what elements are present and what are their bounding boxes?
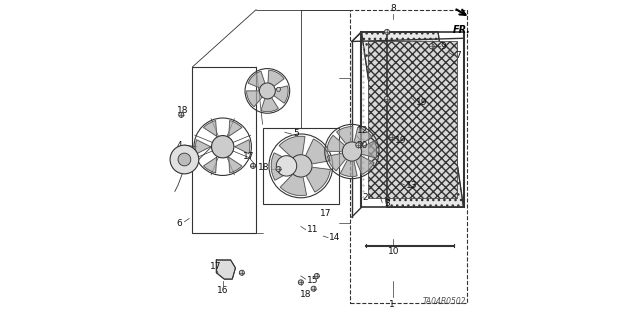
- Text: 11: 11: [307, 225, 318, 234]
- Circle shape: [178, 153, 191, 166]
- Circle shape: [311, 286, 316, 291]
- Text: 2: 2: [362, 193, 368, 202]
- Polygon shape: [216, 260, 236, 279]
- Circle shape: [314, 273, 319, 278]
- Polygon shape: [228, 157, 242, 173]
- Circle shape: [429, 44, 434, 49]
- Polygon shape: [276, 87, 281, 91]
- Polygon shape: [235, 140, 250, 154]
- Text: 4: 4: [177, 141, 182, 150]
- Text: 19: 19: [416, 98, 428, 107]
- Text: 17: 17: [210, 262, 221, 271]
- Polygon shape: [261, 98, 278, 112]
- Polygon shape: [368, 41, 457, 198]
- Bar: [262, 128, 339, 204]
- Circle shape: [276, 156, 297, 176]
- Polygon shape: [268, 70, 284, 86]
- Polygon shape: [337, 127, 353, 143]
- Text: 20: 20: [356, 141, 368, 150]
- Circle shape: [239, 270, 244, 275]
- Text: 18: 18: [177, 106, 189, 115]
- Circle shape: [385, 29, 390, 34]
- Text: 19: 19: [395, 136, 406, 145]
- Polygon shape: [327, 135, 344, 152]
- Circle shape: [212, 136, 234, 158]
- Circle shape: [250, 163, 255, 168]
- Circle shape: [389, 135, 394, 140]
- Polygon shape: [196, 140, 211, 154]
- Text: 8: 8: [390, 4, 396, 13]
- Text: 10: 10: [388, 247, 399, 256]
- Text: 6: 6: [177, 219, 182, 228]
- Text: 18: 18: [300, 290, 312, 299]
- Circle shape: [170, 145, 199, 174]
- Polygon shape: [275, 86, 288, 103]
- Polygon shape: [356, 156, 374, 174]
- Polygon shape: [340, 161, 357, 176]
- Polygon shape: [204, 157, 217, 173]
- Polygon shape: [246, 91, 262, 107]
- Text: 15: 15: [307, 276, 318, 285]
- Circle shape: [298, 280, 303, 285]
- Polygon shape: [306, 139, 330, 164]
- Text: 16: 16: [217, 286, 228, 295]
- Circle shape: [356, 143, 361, 148]
- Polygon shape: [355, 127, 372, 145]
- Circle shape: [179, 112, 184, 117]
- Text: 18: 18: [257, 163, 269, 172]
- Polygon shape: [228, 121, 242, 136]
- Polygon shape: [204, 121, 217, 136]
- Text: TA04B0502: TA04B0502: [423, 297, 467, 306]
- Polygon shape: [271, 153, 291, 180]
- Circle shape: [385, 96, 390, 101]
- Text: 7: 7: [455, 51, 461, 60]
- Polygon shape: [248, 71, 265, 88]
- Text: 13: 13: [406, 181, 417, 189]
- Circle shape: [259, 83, 275, 99]
- Bar: [193, 67, 256, 233]
- Polygon shape: [280, 174, 307, 196]
- Circle shape: [276, 167, 281, 172]
- Text: 17: 17: [320, 209, 332, 218]
- Text: 1: 1: [389, 300, 395, 309]
- Polygon shape: [307, 167, 330, 192]
- Text: 14: 14: [329, 233, 340, 242]
- Text: 3: 3: [384, 199, 390, 208]
- Polygon shape: [328, 153, 345, 171]
- Bar: [350, 10, 467, 303]
- Text: FR.: FR.: [453, 25, 471, 35]
- Polygon shape: [362, 141, 377, 158]
- Polygon shape: [279, 136, 305, 158]
- Text: 9: 9: [440, 42, 446, 51]
- Circle shape: [290, 155, 312, 177]
- Text: 17: 17: [243, 152, 254, 161]
- Polygon shape: [362, 32, 463, 207]
- Text: 12: 12: [356, 126, 368, 135]
- Text: 5: 5: [293, 130, 299, 138]
- Circle shape: [342, 142, 362, 161]
